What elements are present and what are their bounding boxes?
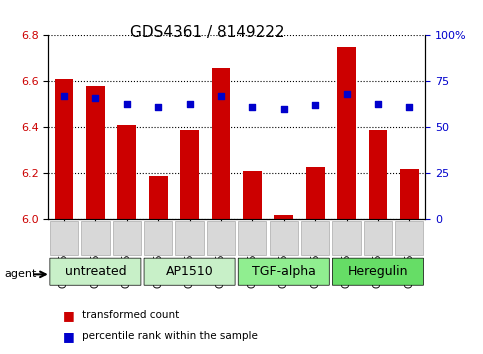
Point: [280, 106, 288, 112]
Point: [123, 101, 130, 106]
Bar: [369, 130, 387, 219]
Bar: [400, 169, 419, 219]
Point: [406, 104, 413, 110]
FancyBboxPatch shape: [175, 221, 204, 255]
FancyBboxPatch shape: [50, 258, 141, 285]
Point: [60, 93, 68, 99]
FancyBboxPatch shape: [81, 221, 110, 255]
Text: AP1510: AP1510: [166, 265, 213, 278]
Text: GDS4361 / 8149222: GDS4361 / 8149222: [130, 25, 285, 40]
Bar: [117, 125, 136, 219]
Text: untreated: untreated: [65, 265, 126, 278]
Text: Heregulin: Heregulin: [348, 265, 408, 278]
FancyBboxPatch shape: [50, 221, 78, 255]
Point: [155, 104, 162, 110]
FancyBboxPatch shape: [144, 258, 235, 285]
FancyBboxPatch shape: [364, 221, 392, 255]
Bar: [149, 176, 168, 219]
Point: [92, 95, 99, 101]
Bar: [86, 86, 105, 219]
Text: ■: ■: [63, 330, 74, 343]
FancyBboxPatch shape: [144, 221, 172, 255]
FancyBboxPatch shape: [270, 221, 298, 255]
Text: agent: agent: [5, 269, 37, 279]
Point: [217, 93, 225, 99]
Text: percentile rank within the sample: percentile rank within the sample: [82, 331, 258, 341]
Text: ■: ■: [63, 309, 74, 321]
FancyBboxPatch shape: [332, 258, 424, 285]
Bar: [55, 79, 73, 219]
FancyBboxPatch shape: [113, 221, 141, 255]
Bar: [212, 68, 230, 219]
Point: [249, 104, 256, 110]
Text: transformed count: transformed count: [82, 310, 179, 320]
FancyBboxPatch shape: [395, 221, 424, 255]
Point: [343, 91, 351, 97]
FancyBboxPatch shape: [238, 221, 267, 255]
FancyBboxPatch shape: [301, 221, 329, 255]
FancyBboxPatch shape: [207, 221, 235, 255]
Bar: [306, 166, 325, 219]
Bar: [274, 215, 293, 219]
FancyBboxPatch shape: [332, 221, 361, 255]
Bar: [243, 171, 262, 219]
Text: TGF-alpha: TGF-alpha: [252, 265, 316, 278]
FancyBboxPatch shape: [238, 258, 329, 285]
Point: [312, 103, 319, 108]
Point: [186, 101, 194, 106]
Point: [374, 101, 382, 106]
Bar: [180, 130, 199, 219]
Bar: [337, 47, 356, 219]
